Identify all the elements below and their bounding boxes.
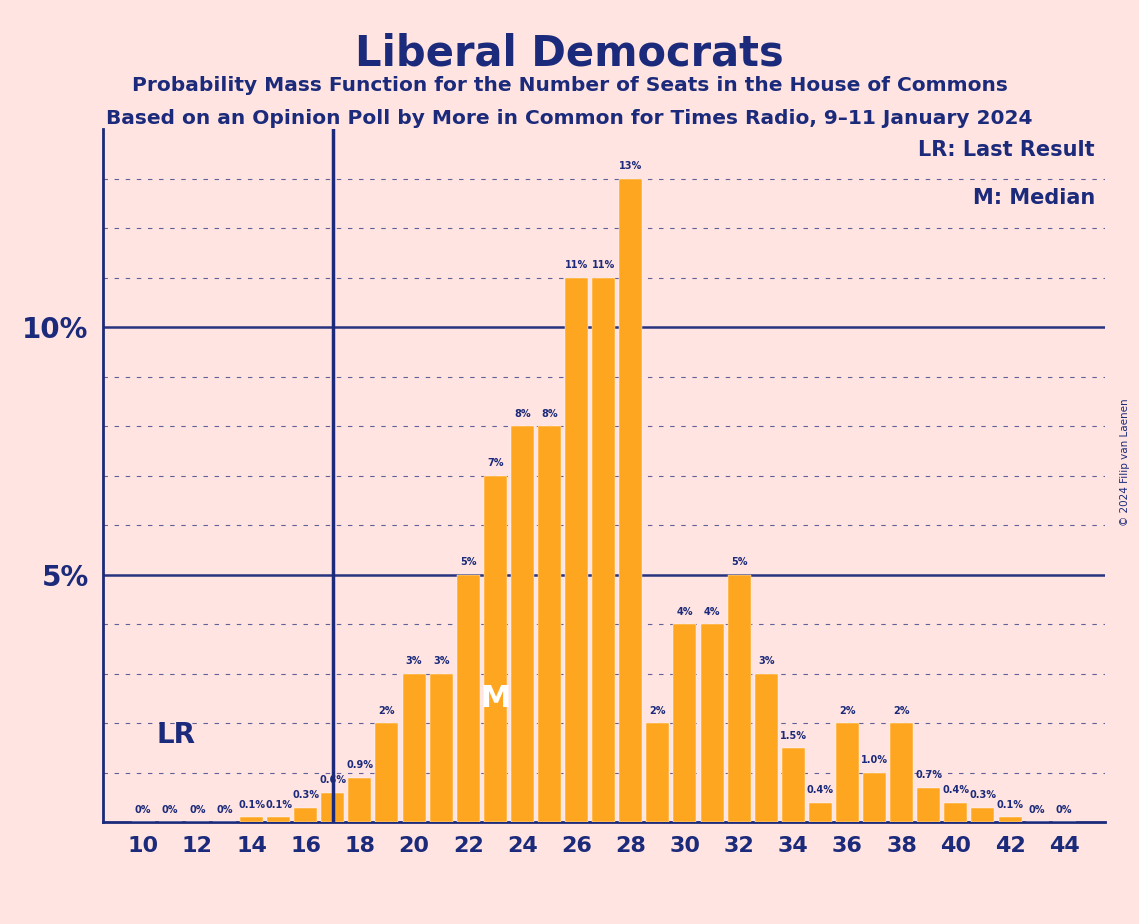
Bar [565,278,588,822]
Bar [755,674,778,822]
Text: 5%: 5% [731,557,747,567]
Text: 2%: 2% [649,706,666,716]
Text: Based on an Opinion Poll by More in Common for Times Radio, 9–11 January 2024: Based on an Opinion Poll by More in Comm… [106,109,1033,128]
Text: 1.0%: 1.0% [861,756,888,765]
Bar [457,575,480,822]
Bar [646,723,670,822]
Text: 5%: 5% [460,557,476,567]
Text: 13%: 13% [620,162,642,172]
Bar [484,476,507,822]
Text: Probability Mass Function for the Number of Seats in the House of Commons: Probability Mass Function for the Number… [132,76,1007,95]
Bar [944,803,967,822]
Text: LR: LR [157,721,196,749]
Text: M: Median: M: Median [973,188,1095,208]
Bar [620,179,642,822]
Text: 4%: 4% [704,607,720,617]
Bar [836,723,859,822]
Bar [999,818,1022,822]
Text: 4%: 4% [677,607,694,617]
Text: 1.5%: 1.5% [780,731,806,741]
Text: M: M [481,684,510,713]
Text: LR: Last Result: LR: Last Result [918,140,1095,160]
Bar [728,575,751,822]
Bar [402,674,426,822]
Text: 0%: 0% [162,805,179,815]
Text: 7%: 7% [487,458,503,468]
Text: 0.3%: 0.3% [293,790,319,800]
Text: © 2024 Filip van Laenen: © 2024 Filip van Laenen [1121,398,1130,526]
Bar [891,723,913,822]
Bar [240,818,263,822]
Text: 8%: 8% [514,409,531,419]
Text: 2%: 2% [378,706,395,716]
Text: 0%: 0% [1056,805,1073,815]
Bar [673,625,696,822]
Bar [781,748,805,822]
Text: 0.9%: 0.9% [346,760,374,771]
Bar [429,674,452,822]
Text: 0.4%: 0.4% [942,785,969,796]
Text: 8%: 8% [541,409,558,419]
Text: 2%: 2% [839,706,855,716]
Bar [349,778,371,822]
Bar [294,808,317,822]
Bar [538,426,562,822]
Text: 0.3%: 0.3% [969,790,997,800]
Bar [376,723,399,822]
Bar [863,772,886,822]
Bar [321,793,344,822]
Text: 0.1%: 0.1% [238,800,265,810]
Text: 0%: 0% [216,805,232,815]
Text: 0%: 0% [134,805,151,815]
Text: 2%: 2% [893,706,910,716]
Text: 0.4%: 0.4% [806,785,834,796]
Text: 0.7%: 0.7% [916,771,942,780]
Text: Liberal Democrats: Liberal Democrats [355,32,784,74]
Bar [917,787,941,822]
Bar [511,426,534,822]
Bar [267,818,290,822]
Text: 0%: 0% [1029,805,1046,815]
Bar [700,625,723,822]
Text: 0%: 0% [189,805,205,815]
Text: 3%: 3% [757,656,775,666]
Text: 11%: 11% [565,261,588,271]
Bar [809,803,831,822]
Text: 0.1%: 0.1% [997,800,1024,810]
Text: 0.6%: 0.6% [319,775,346,785]
Text: 11%: 11% [592,261,615,271]
Bar [972,808,994,822]
Text: 3%: 3% [405,656,423,666]
Bar [592,278,615,822]
Text: 0.1%: 0.1% [265,800,292,810]
Text: 3%: 3% [433,656,450,666]
